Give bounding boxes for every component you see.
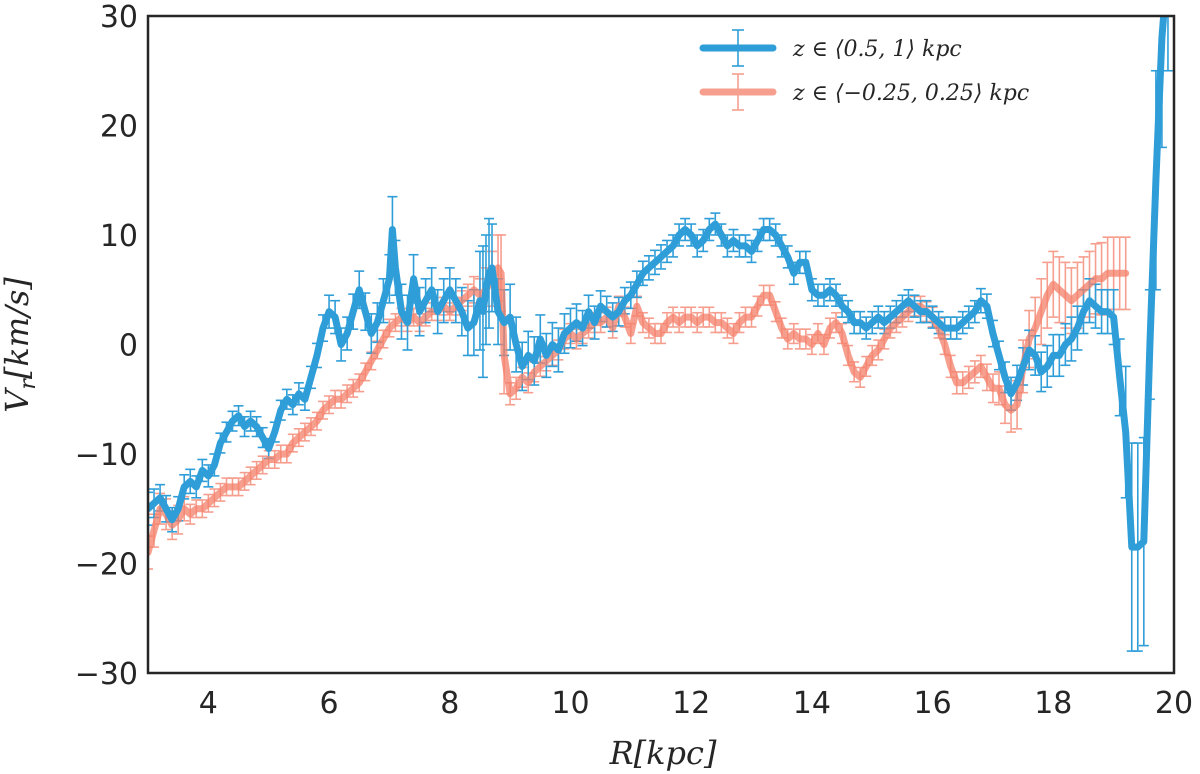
x-tick-label: 16 — [913, 686, 951, 721]
y-tick-label: 0 — [119, 329, 138, 364]
x-tick-label: 4 — [199, 686, 218, 721]
series-1-line — [148, 264, 1130, 556]
y-axis-label-main: V — [0, 387, 36, 413]
x-tick-label: 18 — [1034, 686, 1072, 721]
y-tick-label: −30 — [75, 657, 138, 692]
x-axis-label: R[kpc] — [609, 734, 717, 772]
series-0-errorbar — [148, 491, 153, 526]
legend-label: z ∈ ⟨−0.25, 0.25⟩ kpc — [792, 81, 1029, 106]
y-axis-label-rest: [km/s] — [0, 277, 36, 379]
series-0-errorbar — [1162, 16, 1173, 72]
legend: z ∈ ⟨0.5, 1⟩ kpc z ∈ ⟨−0.25, 0.25⟩ kpc — [699, 29, 1029, 111]
x-tick-label: 10 — [551, 686, 589, 721]
legend-label: z ∈ ⟨0.5, 1⟩ kpc — [792, 37, 962, 62]
plot-frame — [146, 14, 1176, 675]
svg-text:Vr[km/s]: Vr[km/s] — [0, 277, 41, 413]
series-0-line — [148, 16, 1168, 551]
y-tick-label: 10 — [100, 219, 138, 254]
legend-item — [699, 73, 777, 111]
y-tick-label: 30 — [100, 0, 138, 35]
legend-item — [699, 29, 777, 67]
x-tick-label: 6 — [320, 686, 339, 721]
x-tick-label: 8 — [440, 686, 459, 721]
y-tick-label: −20 — [75, 548, 138, 583]
tick-layer: 4 6 8 10 12 14 16 18 20 −30 −20 −10 0 10 20 30 — [75, 0, 1193, 721]
y-tick-label: −10 — [75, 438, 138, 473]
line-layer — [148, 16, 1168, 556]
y-tick-label: 20 — [100, 110, 138, 145]
x-tick-label: 20 — [1155, 686, 1193, 721]
y-axis-label: Vr[km/s] — [0, 277, 41, 413]
y-axis-label-sub: r — [16, 378, 41, 390]
x-tick-label: 14 — [793, 686, 831, 721]
x-tick-label: 12 — [672, 686, 710, 721]
